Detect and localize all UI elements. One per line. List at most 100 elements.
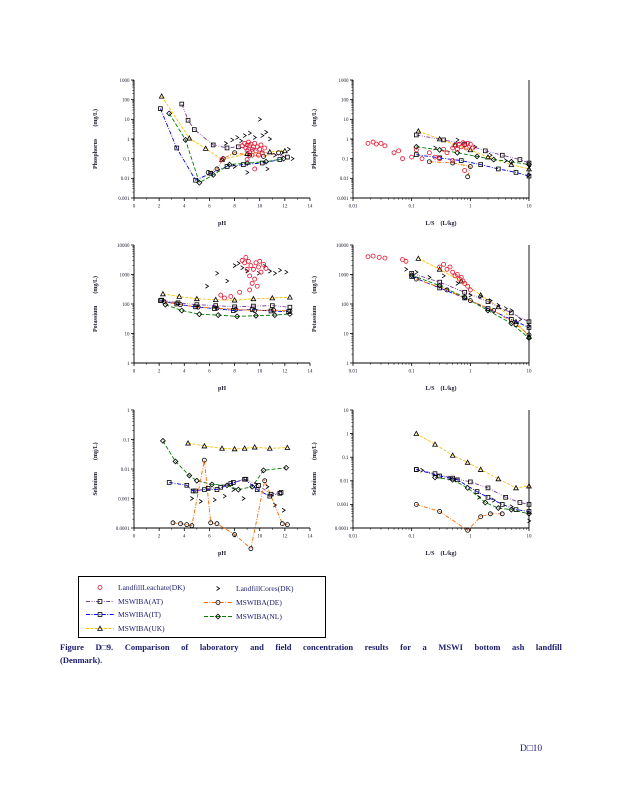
svg-text:0.01: 0.01 bbox=[340, 480, 349, 485]
svg-text:10: 10 bbox=[344, 118, 350, 123]
legend-sample-marker bbox=[216, 585, 221, 591]
legend-item-leachate: LandfillLeachate(DK) bbox=[85, 581, 203, 595]
svg-text:Phosphorus (mg/L): Phosphorus (mg/L) bbox=[311, 109, 318, 169]
svg-text:10: 10 bbox=[344, 332, 350, 337]
legend-label-cores: LandfillCores(DK) bbox=[236, 583, 294, 593]
svg-text:0: 0 bbox=[133, 205, 136, 210]
svg-text:100: 100 bbox=[341, 98, 349, 103]
svg-text:6: 6 bbox=[208, 370, 211, 375]
chart-svg-selenium-vs-ls: 0.0001 0.001 0.01 0.1 1 10 0.01 0.1 1 10 L/S (L/kg… bbox=[311, 409, 533, 557]
svg-text:10: 10 bbox=[257, 370, 263, 375]
svg-text:12: 12 bbox=[282, 370, 288, 375]
svg-text:0: 0 bbox=[133, 370, 136, 375]
svg-text:14: 14 bbox=[308, 535, 314, 540]
svg-text:0.01: 0.01 bbox=[121, 177, 130, 182]
svg-text:0.1: 0.1 bbox=[342, 157, 349, 162]
svg-text:L/S (L/kg): L/S (L/kg) bbox=[425, 385, 456, 392]
svg-text:Selenium (mg/L): Selenium (mg/L) bbox=[92, 442, 99, 495]
svg-text:L/S (L/kg): L/S (L/kg) bbox=[425, 220, 456, 227]
legend-sample-line-marker bbox=[86, 598, 114, 604]
svg-text:6: 6 bbox=[208, 205, 211, 210]
svg-text:1: 1 bbox=[127, 409, 130, 414]
caption-line1: Figure D□9. Comparison of laboratory and field… bbox=[60, 642, 562, 652]
svg-text:2: 2 bbox=[158, 370, 161, 375]
svg-text:1: 1 bbox=[127, 138, 130, 143]
svg-text:pH: pH bbox=[218, 221, 226, 227]
svg-text:6: 6 bbox=[208, 535, 211, 540]
caption-word: Figure bbox=[60, 642, 84, 652]
svg-text:1: 1 bbox=[469, 535, 472, 540]
svg-text:2: 2 bbox=[158, 205, 161, 210]
caption-word: field bbox=[275, 642, 292, 652]
svg-text:Potassium (mg/L): Potassium (mg/L) bbox=[311, 276, 318, 332]
svg-text:100: 100 bbox=[122, 98, 130, 103]
legend-column: LandfillLeachate(DK) MSWIBA(AT) MSWIBA(IT)… bbox=[85, 581, 203, 635]
svg-text:1: 1 bbox=[346, 432, 349, 437]
legend-item-nl: MSWIBA(NL) bbox=[203, 609, 293, 623]
svg-text:4: 4 bbox=[183, 370, 186, 375]
legend-sample-line-marker bbox=[204, 599, 232, 605]
legend-sample-line-marker bbox=[86, 625, 114, 631]
caption-word: a bbox=[422, 642, 427, 652]
svg-text:0.0001: 0.0001 bbox=[335, 527, 349, 532]
caption-word: ash bbox=[512, 642, 525, 652]
svg-text:0.01: 0.01 bbox=[349, 205, 358, 210]
chart-selenium-vs-ph: 0.0001 0.001 0.01 0.1 1 0 2 4 6 8 10 12 14 pH Selenium… bbox=[88, 402, 324, 562]
svg-text:0.1: 0.1 bbox=[342, 456, 349, 461]
svg-text:Phosphorus (mg/L): Phosphorus (mg/L) bbox=[92, 109, 99, 169]
svg-text:1000: 1000 bbox=[339, 79, 350, 84]
chart-phosphorus-vs-ph: 0.001 0.01 0.1 1 10 100 1000 0 2 4 6 8 10 12 14 pH Phosp… bbox=[88, 72, 324, 232]
svg-text:0.1: 0.1 bbox=[123, 438, 130, 443]
legend-item-cores: LandfillCores(DK) bbox=[203, 581, 293, 595]
legend-column: LandfillCores(DK) MSWIBA(DE) MSWIBA(NL) bbox=[203, 581, 293, 635]
legend-item-at: MSWIBA(AT) bbox=[85, 595, 203, 609]
svg-text:2: 2 bbox=[158, 535, 161, 540]
chart-svg-potassium-vs-ls: 1 10 100 1000 10000 0.01 0.1 1 10 L/S (L/kg) Potas… bbox=[311, 244, 532, 392]
figure-caption: Figure D□9. Comparison of laboratory and field… bbox=[60, 642, 562, 665]
chart-selenium-vs-ls: 0.0001 0.001 0.01 0.1 1 10 0.01 0.1 1 10 L/S (L/kg… bbox=[307, 402, 543, 562]
svg-text:100: 100 bbox=[122, 303, 130, 308]
svg-text:8: 8 bbox=[233, 370, 236, 375]
legend-sample-line-marker bbox=[204, 613, 232, 619]
svg-text:12: 12 bbox=[282, 205, 288, 210]
chart-svg-potassium-vs-ph: 1 10 100 1000 10000 0 2 4 6 8 10 12 14 pH Potassium (m… bbox=[92, 244, 313, 392]
svg-text:0.01: 0.01 bbox=[340, 177, 349, 182]
svg-text:10000: 10000 bbox=[117, 244, 130, 249]
svg-text:0.001: 0.001 bbox=[118, 197, 130, 202]
chart-potassium-vs-ph: 1 10 100 1000 10000 0 2 4 6 8 10 12 14 pH Potassium (m… bbox=[88, 237, 324, 397]
svg-text:Potassium (mg/L): Potassium (mg/L) bbox=[92, 276, 99, 332]
legend-item-it: MSWIBA(IT) bbox=[85, 608, 203, 622]
caption-word: MSWI bbox=[438, 642, 463, 652]
caption-word: for bbox=[400, 642, 411, 652]
svg-text:0: 0 bbox=[133, 535, 136, 540]
svg-text:10000: 10000 bbox=[336, 244, 349, 249]
page-number: D□10 bbox=[520, 744, 543, 754]
caption-line2: (Denmark). bbox=[60, 655, 103, 665]
svg-text:10: 10 bbox=[125, 332, 131, 337]
svg-text:8: 8 bbox=[233, 205, 236, 210]
caption-word: results bbox=[364, 642, 389, 652]
svg-text:0.1: 0.1 bbox=[409, 535, 416, 540]
svg-text:4: 4 bbox=[183, 205, 186, 210]
caption-word: laboratory bbox=[199, 642, 239, 652]
svg-text:10: 10 bbox=[257, 535, 263, 540]
legend-item-de: MSWIBA(DE) bbox=[203, 595, 293, 609]
svg-text:10: 10 bbox=[527, 535, 533, 540]
caption-word: of bbox=[181, 642, 189, 652]
legend-label-it: MSWIBA(IT) bbox=[118, 610, 161, 620]
svg-text:0.1: 0.1 bbox=[123, 157, 130, 162]
svg-text:0.01: 0.01 bbox=[349, 535, 358, 540]
caption-word: concentration bbox=[303, 642, 354, 652]
legend-sample-marker bbox=[97, 585, 103, 591]
svg-text:10: 10 bbox=[125, 118, 131, 123]
legend-box: LandfillLeachate(DK) MSWIBA(AT) MSWIBA(IT)… bbox=[78, 576, 326, 638]
legend-sample-line-marker bbox=[86, 612, 114, 618]
svg-text:1: 1 bbox=[469, 370, 472, 375]
legend-label-leachate: LandfillLeachate(DK) bbox=[118, 583, 186, 593]
svg-text:0.01: 0.01 bbox=[121, 468, 130, 473]
svg-text:1000: 1000 bbox=[339, 273, 350, 278]
svg-text:1000: 1000 bbox=[120, 79, 131, 84]
